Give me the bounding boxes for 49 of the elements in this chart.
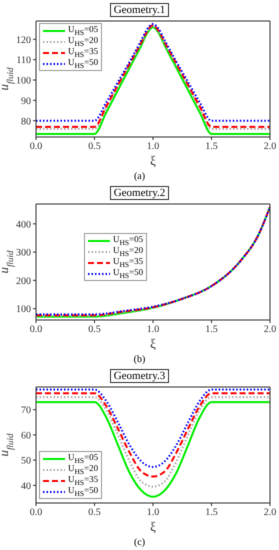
x-tick-label: 1.0	[146, 507, 160, 518]
legend-label: U$_{HS}$=50	[68, 485, 98, 498]
legend-label: U$_{HS}$=05	[113, 234, 144, 247]
legend-label: U$_{HS}$=05	[68, 452, 98, 465]
legend-label: U$_{HS}$=35	[113, 256, 144, 269]
x-tick-label: 0.0	[30, 507, 42, 518]
x-tick-label: 2.0	[264, 141, 276, 152]
x-tick-label: 0.5	[88, 141, 101, 152]
y-tick-label: 90	[21, 96, 31, 107]
x-tick-label: 1.5	[205, 507, 218, 518]
x-tick-label: 1.0	[146, 324, 160, 336]
x-axis-title: ξ	[150, 336, 156, 351]
legend-label: U$_{HS}$=20	[68, 463, 98, 476]
x-tick-label: 0.5	[88, 507, 101, 518]
x-tick-label: 1.5	[205, 141, 218, 152]
legend-label: U$_{HS}$=35	[68, 474, 98, 487]
text: (a)	[132, 171, 146, 183]
x-tick-label: 1.5	[205, 324, 218, 336]
legend-label: U$_{HS}$=50	[113, 267, 144, 280]
x-axis-title: ξ	[150, 519, 156, 534]
chart-title: Geometry.3	[110, 369, 170, 383]
text: (b)	[132, 354, 146, 366]
y-tick-label: 400	[16, 219, 31, 230]
legend-label: U$_{HS}$=20	[68, 35, 98, 48]
x-axis-title: ξ	[150, 153, 156, 168]
x-tick-label: 0.0	[30, 324, 42, 336]
x-tick-label: 0.0	[30, 141, 42, 152]
legend-label: U$_{HS}$=50	[68, 57, 98, 70]
legend-label: U$_{HS}$=20	[113, 245, 144, 258]
y-tick-label: 40	[21, 480, 31, 492]
x-tick-label: 0.5	[88, 324, 101, 336]
chart-title: Geometry.1	[110, 3, 170, 17]
x-tick-label: 1.0	[146, 141, 160, 152]
x-tick-label: 2.0	[264, 324, 276, 336]
text: (c)	[132, 537, 146, 549]
y-tick-label: 60	[21, 430, 31, 442]
y-tick-label: 110	[16, 55, 31, 66]
y-tick-label: 120	[16, 34, 31, 46]
legend-label: U$_{HS}$=05	[68, 24, 98, 37]
y-tick-label: 50	[21, 456, 31, 467]
y-tick-label: 70	[21, 405, 31, 416]
y-tick-label: 300	[16, 248, 31, 259]
legend-label: U$_{HS}$=35	[68, 46, 98, 59]
y-tick-label: 100	[16, 304, 31, 316]
y-tick-label: 200	[16, 276, 31, 287]
chart-title: Geometry.2	[110, 186, 170, 200]
y-tick-label: 100	[16, 76, 31, 87]
x-tick-label: 2.0	[264, 507, 276, 518]
y-tick-label: 80	[21, 116, 31, 128]
